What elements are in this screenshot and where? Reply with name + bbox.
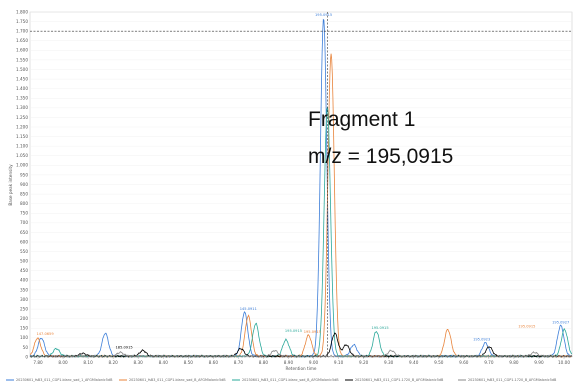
y-tick-label: 1.200 xyxy=(16,124,28,129)
peak-label: 195.0923 xyxy=(473,338,490,342)
grid xyxy=(30,11,572,358)
x-tick-label: 8.40 xyxy=(159,360,169,365)
y-axis-label: Base peak intensity xyxy=(8,164,13,206)
peak-label: 195.0915 xyxy=(285,329,302,333)
y-tick-label: 1.700 xyxy=(16,29,28,34)
legend-entry: 20230601_fsB3_011_CGP1.1720_B_AFGMlaloni… xyxy=(355,378,444,382)
legend: 20230601_fsB3_011_CGP1.blanc_sad_1_AFGMl… xyxy=(6,378,557,382)
x-tick-label: 8.70 xyxy=(234,360,244,365)
x-tick-label: 9.10 xyxy=(334,360,344,365)
x-tick-label: 8.60 xyxy=(209,360,219,365)
y-axis: 0 50 100 150 200 250 300 350 400 450 500 550 600 650 7… xyxy=(16,9,28,359)
peak-label: 195.0915 xyxy=(371,326,388,330)
series-group xyxy=(29,18,573,358)
y-tick-label: 1.800 xyxy=(16,9,28,14)
x-tick-label: 8.10 xyxy=(83,360,93,365)
y-tick-label: 700 xyxy=(20,220,28,225)
y-tick-label: 1.600 xyxy=(16,48,28,53)
y-tick-label: 950 xyxy=(20,172,28,177)
y-tick-label: 150 xyxy=(20,326,28,331)
y-tick-label: 250 xyxy=(20,306,28,311)
y-tick-label: 100 xyxy=(20,335,28,340)
x-tick-label: 8.80 xyxy=(259,360,269,365)
series-line xyxy=(29,106,573,358)
x-tick-label: 9.50 xyxy=(434,360,444,365)
legend-entry: 20230601_fsB3_011_CGP1.blanc_sad_B_AFGMl… xyxy=(242,378,339,382)
series-line xyxy=(30,53,573,358)
y-tick-label: 850 xyxy=(20,191,28,196)
x-tick-label: 8.20 xyxy=(108,360,118,365)
y-tick-label: 450 xyxy=(20,268,28,273)
x-tick-label: 9.20 xyxy=(359,360,369,365)
y-tick-label: 750 xyxy=(20,211,28,216)
peak-labels: 147.0659185.0915145.0911195.0915195.0915… xyxy=(36,13,569,350)
x-tick-label: 9.30 xyxy=(384,360,394,365)
x-axis-label: Retention time xyxy=(286,366,317,371)
peak-label: 195.0915 xyxy=(304,330,321,334)
legend-entry: 20230601_fsB3_011_CGP1.1720_B_AFGMlaloni… xyxy=(468,378,557,382)
y-tick-label: 0 xyxy=(25,354,28,359)
y-tick-label: 1.450 xyxy=(16,76,28,81)
annotation-fragment: Fragment 1 xyxy=(308,108,415,131)
x-tick-label: 8.00 xyxy=(58,360,68,365)
y-tick-label: 1.000 xyxy=(16,163,28,168)
y-tick-label: 1.650 xyxy=(16,38,28,43)
x-tick-label: 10.00 xyxy=(558,360,570,365)
y-tick-label: 600 xyxy=(20,239,28,244)
x-tick-label: 9.80 xyxy=(509,360,519,365)
y-tick-label: 900 xyxy=(20,182,28,187)
peak-label: 195.0915 xyxy=(315,13,332,17)
series-line xyxy=(29,349,573,358)
x-tick-label: 9.60 xyxy=(459,360,469,365)
y-tick-label: 550 xyxy=(20,249,28,254)
x-tick-label: 8.90 xyxy=(284,360,294,365)
series-line xyxy=(29,18,573,358)
y-tick-label: 1.350 xyxy=(16,96,28,101)
peak-label: 195.0927 xyxy=(552,320,569,324)
legend-entry: 20230601_fsB3_011_CGP1.blanc_sad_B_AFGMl… xyxy=(129,378,226,382)
x-tick-label: 9.70 xyxy=(484,360,494,365)
x-tick-label: 9.90 xyxy=(534,360,544,365)
y-tick-label: 650 xyxy=(20,230,28,235)
y-tick-label: 1.500 xyxy=(16,67,28,72)
y-tick-label: 1.550 xyxy=(16,57,28,62)
peak-label: 145.0911 xyxy=(240,307,257,311)
x-tick-label: 7.80 xyxy=(33,360,43,365)
y-tick-label: 1.100 xyxy=(16,144,28,149)
y-tick-label: 1.150 xyxy=(16,134,28,139)
x-tick-label: 8.50 xyxy=(184,360,194,365)
peak-label: 147.0659 xyxy=(36,332,54,336)
y-tick-label: 1.750 xyxy=(16,19,28,24)
x-tick-label: 8.30 xyxy=(134,360,144,365)
peak-label: 185.0915 xyxy=(116,345,133,349)
y-tick-label: 1.250 xyxy=(16,115,28,120)
y-tick-label: 200 xyxy=(20,316,28,321)
legend-entry: 20230601_fsB3_011_CGP1.blanc_sad_1_AFGMl… xyxy=(16,378,113,382)
y-tick-label: 1.050 xyxy=(16,153,28,158)
y-tick-label: 1.400 xyxy=(16,86,28,91)
y-tick-label: 50 xyxy=(23,345,29,350)
annotation-mz: m/z = 195,0915 xyxy=(308,145,453,168)
peak-label: 195.0915 xyxy=(518,324,535,328)
y-tick-label: 800 xyxy=(20,201,28,206)
y-tick-label: 500 xyxy=(20,259,28,264)
x-axis: 7.80 8.00 8.10 8.20 8.30 8.40 8.50 8.60 8.70 8.80… xyxy=(33,357,570,365)
reference-lines xyxy=(30,12,572,357)
x-tick-label: 9.40 xyxy=(409,360,419,365)
y-tick-label: 350 xyxy=(20,287,28,292)
y-tick-label: 400 xyxy=(20,278,28,283)
x-tick-label: 9.00 xyxy=(309,360,319,365)
y-tick-label: 300 xyxy=(20,297,28,302)
y-tick-label: 1.300 xyxy=(16,105,28,110)
